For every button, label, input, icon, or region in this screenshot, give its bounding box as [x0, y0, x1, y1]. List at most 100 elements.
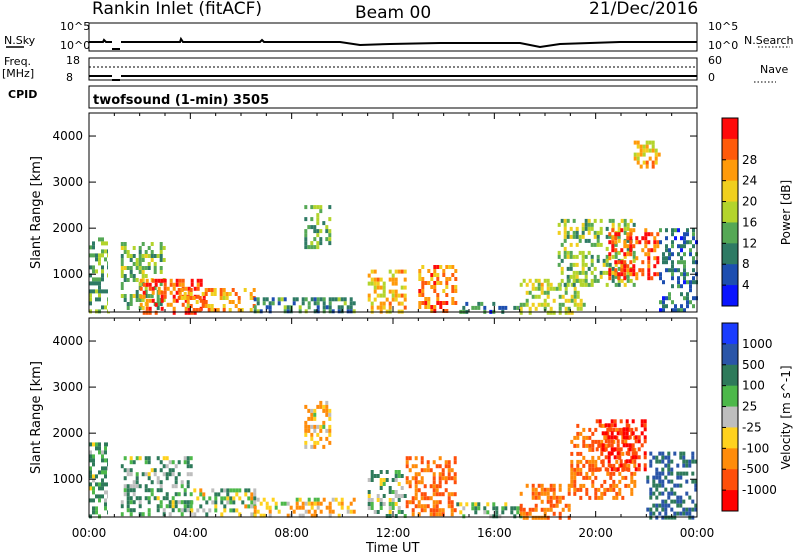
data-cell	[619, 419, 623, 424]
data-cell	[328, 237, 332, 242]
data-cell	[683, 296, 686, 301]
data-cell	[376, 293, 380, 298]
data-cell	[92, 498, 95, 503]
data-cell	[454, 301, 458, 305]
data-cell	[104, 257, 107, 262]
data-cell	[593, 230, 597, 235]
data-cell	[349, 305, 353, 310]
data-cell	[132, 254, 136, 258]
data-cell	[104, 249, 107, 254]
data-cell	[89, 265, 92, 270]
data-cell	[301, 505, 305, 510]
data-cell	[129, 500, 133, 505]
data-cell	[670, 487, 674, 492]
data-cell	[277, 301, 281, 306]
data-cell	[376, 277, 380, 282]
data-cell	[610, 423, 614, 428]
data-cell	[655, 455, 659, 460]
data-cell	[160, 298, 164, 303]
data-cell	[423, 484, 427, 489]
data-cell	[635, 276, 639, 281]
data-cell	[566, 254, 570, 259]
data-cell	[653, 272, 657, 277]
data-cell	[101, 454, 104, 459]
data-cell	[120, 254, 124, 258]
data-cell	[123, 298, 127, 302]
nave-label: Nave	[760, 63, 788, 76]
data-cell	[190, 278, 194, 283]
data-cell	[651, 144, 655, 149]
data-cell	[558, 495, 562, 500]
data-cell	[180, 500, 184, 505]
data-cell	[322, 301, 326, 306]
data-cell	[579, 495, 583, 500]
data-cell	[316, 229, 320, 234]
data-cell	[694, 487, 698, 492]
data-cell	[126, 496, 130, 501]
data-region	[633, 140, 661, 169]
data-cell	[679, 455, 683, 460]
data-cell	[123, 274, 127, 278]
data-cell	[647, 232, 651, 237]
data-cell	[180, 484, 184, 489]
data-cell	[433, 289, 437, 293]
data-cell	[692, 244, 695, 249]
data-cell	[448, 265, 452, 269]
data-cell	[148, 310, 152, 315]
data-cell	[379, 305, 383, 310]
data-cell	[286, 501, 290, 506]
data-cell	[661, 491, 665, 496]
data-cell	[525, 282, 529, 287]
data-cell	[648, 156, 652, 161]
data-cell	[522, 515, 526, 520]
data-cell	[552, 495, 556, 500]
data-cell	[439, 281, 443, 285]
data-cell	[576, 302, 580, 307]
data-cell	[367, 498, 371, 502]
data-region	[608, 228, 660, 281]
x-tick-label: 08:00	[274, 526, 309, 540]
data-cell	[388, 277, 392, 282]
data-cell	[89, 289, 92, 294]
data-cell	[135, 262, 139, 266]
data-cell	[590, 258, 594, 263]
data-cell	[659, 308, 662, 313]
data-cell	[662, 260, 665, 265]
data-cell	[564, 298, 568, 303]
data-cell	[420, 492, 424, 497]
data-cell	[570, 439, 574, 444]
data-cell	[608, 268, 612, 273]
data-cell	[349, 309, 353, 314]
data-cell	[683, 264, 686, 269]
data-cell	[310, 217, 314, 222]
data-cell	[450, 476, 454, 481]
data-cell	[310, 408, 314, 413]
data-cell	[436, 281, 440, 285]
data-cell	[618, 471, 622, 476]
data-cell	[682, 451, 686, 456]
data-cell	[647, 240, 651, 245]
data-cell	[367, 478, 371, 482]
data-cell	[316, 424, 320, 429]
data-cell	[552, 487, 556, 492]
data-cell	[552, 298, 556, 303]
data-cell	[104, 502, 107, 507]
data-cell	[316, 213, 320, 218]
data-cell	[186, 460, 190, 465]
data-cell	[126, 266, 130, 270]
data-cell	[180, 288, 184, 292]
data-cell	[617, 272, 621, 277]
data-cell	[627, 427, 631, 432]
data-cell	[210, 308, 214, 312]
data-cell	[608, 256, 612, 261]
data-region	[253, 497, 356, 518]
data-cell	[256, 301, 260, 306]
data-cell	[608, 234, 612, 239]
data-cell	[631, 443, 635, 448]
data-cell	[531, 286, 535, 291]
data-cell	[201, 292, 205, 296]
data-cell	[444, 464, 448, 469]
data-cell	[629, 252, 633, 257]
data-cell	[253, 492, 257, 497]
data-cell	[519, 282, 523, 287]
